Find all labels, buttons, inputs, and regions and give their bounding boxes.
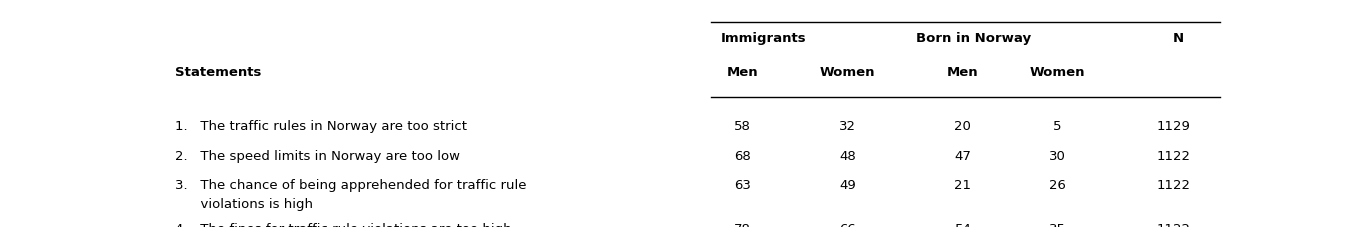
Text: 35: 35 xyxy=(1050,223,1066,227)
Text: 68: 68 xyxy=(734,150,751,163)
Text: 2.   The speed limits in Norway are too low: 2. The speed limits in Norway are too lo… xyxy=(175,150,460,163)
Text: 78: 78 xyxy=(734,223,751,227)
Text: 32: 32 xyxy=(839,120,856,133)
Text: Immigrants: Immigrants xyxy=(720,32,805,45)
Text: 1.   The traffic rules in Norway are too strict: 1. The traffic rules in Norway are too s… xyxy=(175,120,466,133)
Text: 1122: 1122 xyxy=(1157,223,1191,227)
Text: 1122: 1122 xyxy=(1157,150,1191,163)
Text: 49: 49 xyxy=(839,179,856,192)
Text: 1129: 1129 xyxy=(1157,120,1191,133)
Text: 47: 47 xyxy=(955,150,971,163)
Text: 48: 48 xyxy=(839,150,856,163)
Text: N: N xyxy=(1173,32,1184,45)
Text: 63: 63 xyxy=(734,179,751,192)
Text: Men: Men xyxy=(946,66,979,79)
Text: 54: 54 xyxy=(955,223,971,227)
Text: Women: Women xyxy=(819,66,875,79)
Text: Statements: Statements xyxy=(175,66,262,79)
Text: 4.   The fines for traffic rule violations are too high: 4. The fines for traffic rule violations… xyxy=(175,223,511,227)
Text: 66: 66 xyxy=(839,223,856,227)
Text: 20: 20 xyxy=(955,120,971,133)
Text: 58: 58 xyxy=(734,120,751,133)
Text: 5: 5 xyxy=(1054,120,1062,133)
Text: Men: Men xyxy=(727,66,758,79)
Text: 3.   The chance of being apprehended for traffic rule
      violations is high: 3. The chance of being apprehended for t… xyxy=(175,179,526,211)
Text: Women: Women xyxy=(1029,66,1085,79)
Text: 26: 26 xyxy=(1050,179,1066,192)
Text: 30: 30 xyxy=(1050,150,1066,163)
Text: 21: 21 xyxy=(955,179,971,192)
Text: 1122: 1122 xyxy=(1157,179,1191,192)
Text: Born in Norway: Born in Norway xyxy=(915,32,1031,45)
